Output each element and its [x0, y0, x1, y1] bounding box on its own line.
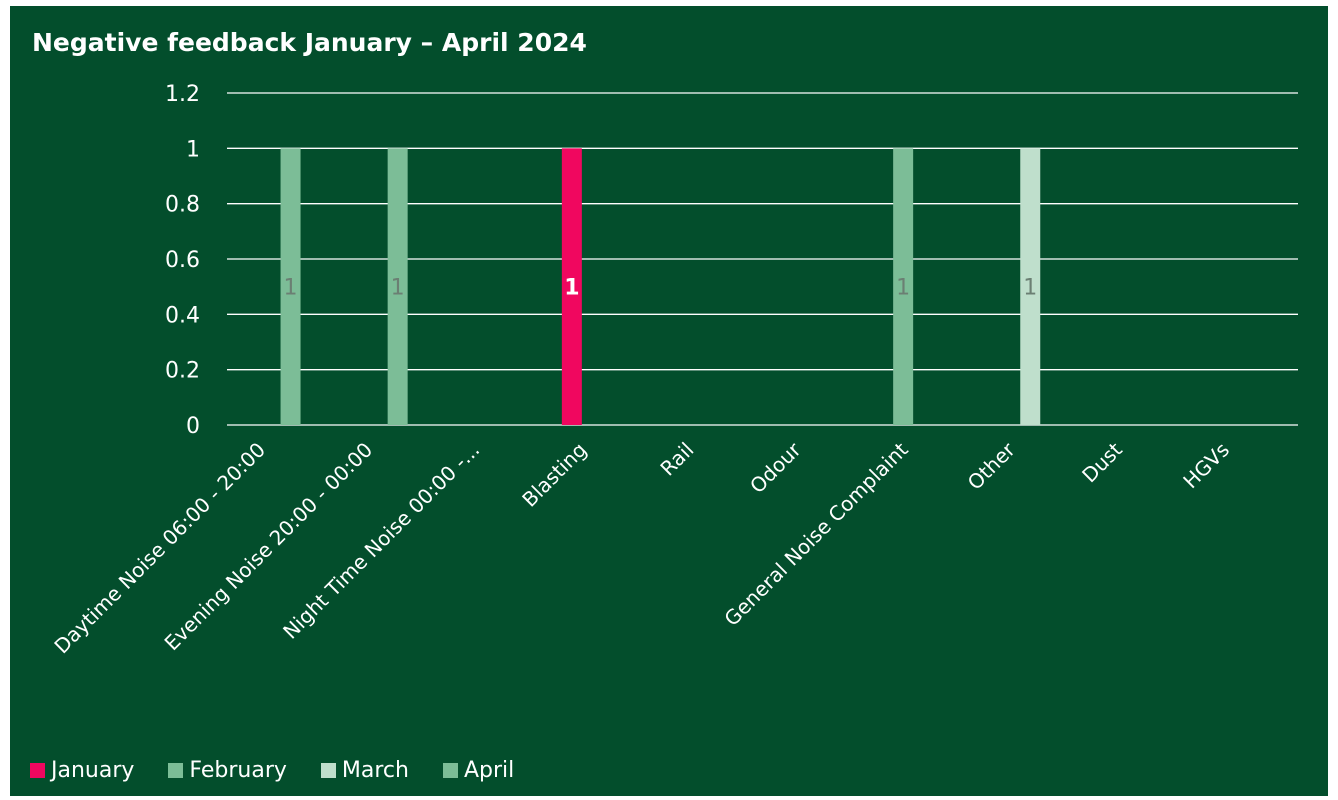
- x-tick-label: Other: [963, 437, 1021, 495]
- legend: January February March April: [30, 758, 548, 783]
- bar: [1020, 148, 1041, 426]
- x-tick-label: Dust: [1077, 437, 1127, 487]
- legend-swatch-april: [442, 763, 458, 778]
- x-tick-label: Blasting: [517, 438, 591, 512]
- x-tick-label: Daytime Noise 06:00 - 20:00: [49, 438, 270, 659]
- bar: [561, 148, 582, 426]
- x-tick-label: Rail: [655, 438, 698, 481]
- y-tick-label: 1.2: [165, 82, 200, 107]
- data-labels: 1 1 1 1 1: [284, 276, 1038, 301]
- data-label: 1: [391, 276, 405, 301]
- legend-item-february: February: [168, 758, 287, 783]
- legend-label-february: February: [189, 758, 287, 783]
- data-label: 1: [284, 276, 298, 301]
- legend-item-january: January: [30, 758, 134, 783]
- legend-label-march: March: [341, 758, 409, 783]
- legend-swatch-january: [30, 763, 45, 778]
- bars: [280, 148, 1041, 426]
- chart-title: Negative feedback January – April 2024: [32, 28, 587, 57]
- y-tick-label: 0.4: [165, 303, 200, 328]
- y-tick-label: 0.2: [165, 359, 200, 384]
- data-label: 1: [564, 276, 579, 301]
- data-label: 1: [1023, 276, 1037, 301]
- legend-item-april: April: [442, 758, 515, 783]
- bar: [280, 148, 301, 426]
- legend-label-january: January: [51, 758, 135, 783]
- chart-plot: 0 0.2 0.4 0.6 0.8 1 1.2 1 1 1 1 1 Daytime Noise 06…: [49, 82, 1298, 658]
- bar: [893, 148, 914, 426]
- legend-swatch-february: [168, 763, 184, 778]
- legend-label-april: April: [463, 758, 515, 783]
- y-tick-label: 1: [186, 137, 200, 162]
- x-tick-label: Night Time Noise 00:00 -...: [278, 438, 484, 644]
- bar: [387, 148, 408, 426]
- y-tick-label: 0.8: [165, 193, 200, 218]
- x-tick-label: General Noise Complaint: [719, 437, 912, 630]
- x-tick-label: Evening Noise 20:00 - 00:00: [160, 438, 378, 656]
- data-label: 1: [896, 276, 910, 301]
- y-axis-ticks: 0 0.2 0.4 0.6 0.8 1 1.2: [165, 82, 200, 439]
- y-tick-label: 0.6: [165, 248, 200, 273]
- x-tick-label: HGVs: [1178, 438, 1234, 494]
- legend-swatch-march: [320, 763, 336, 778]
- y-tick-label: 0: [186, 414, 200, 439]
- legend-item-march: March: [320, 758, 409, 783]
- chart-panel: Negative feedback January – April 2024 0…: [10, 6, 1328, 796]
- x-tick-label: Odour: [745, 437, 806, 498]
